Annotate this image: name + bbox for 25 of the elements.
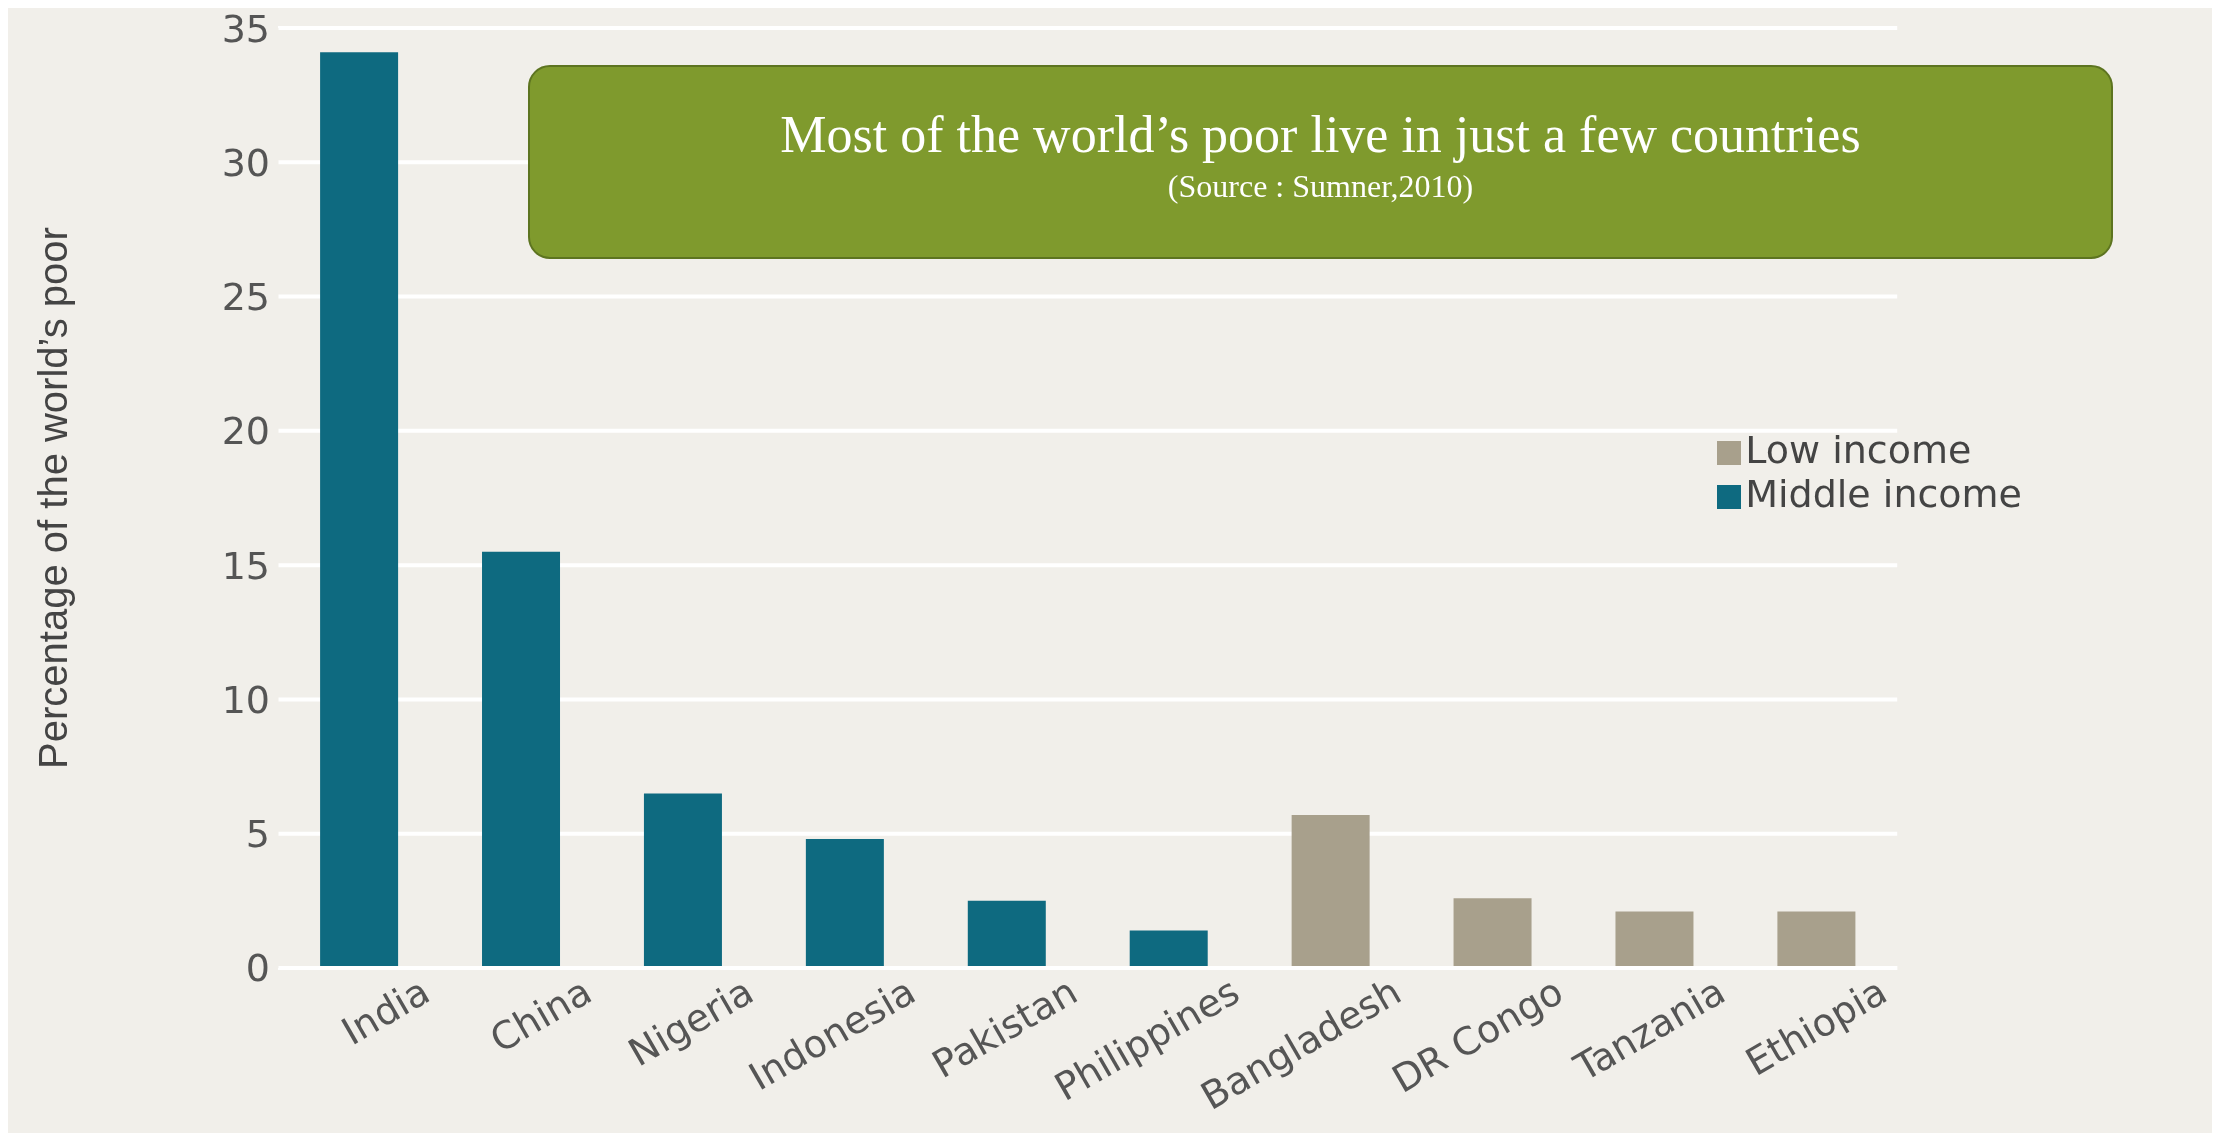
bar xyxy=(1291,814,1370,968)
legend-label: Low income xyxy=(1745,428,1972,472)
bar xyxy=(967,900,1046,968)
legend-label: Middle income xyxy=(1745,472,2022,516)
title-box: Most of the world’s poor live in just a few countries (Source : Sumner,2010) xyxy=(528,65,2113,259)
bar xyxy=(643,793,722,968)
bar xyxy=(1615,911,1694,968)
y-axis-title: Percentage of the world’s poor xyxy=(31,227,76,769)
bar xyxy=(482,551,561,968)
bar xyxy=(1129,930,1208,968)
x-tick-label: China xyxy=(482,969,599,1062)
bar xyxy=(805,839,884,968)
bar xyxy=(320,52,399,968)
y-tick-label: 35 xyxy=(221,6,270,51)
y-tick-label: 10 xyxy=(221,677,270,722)
bar xyxy=(1777,911,1856,968)
y-tick-label: 30 xyxy=(221,140,270,185)
y-tick-label: 0 xyxy=(245,946,270,991)
bar xyxy=(1453,898,1532,968)
y-tick-label: 5 xyxy=(245,812,270,857)
x-tick-label: India xyxy=(334,969,437,1054)
annotation: (Source : Sumner,2010) xyxy=(1166,168,1475,205)
y-tick-label: 20 xyxy=(221,409,270,454)
y-tick-label: 15 xyxy=(221,543,270,588)
y-tick-label: 25 xyxy=(221,275,270,320)
